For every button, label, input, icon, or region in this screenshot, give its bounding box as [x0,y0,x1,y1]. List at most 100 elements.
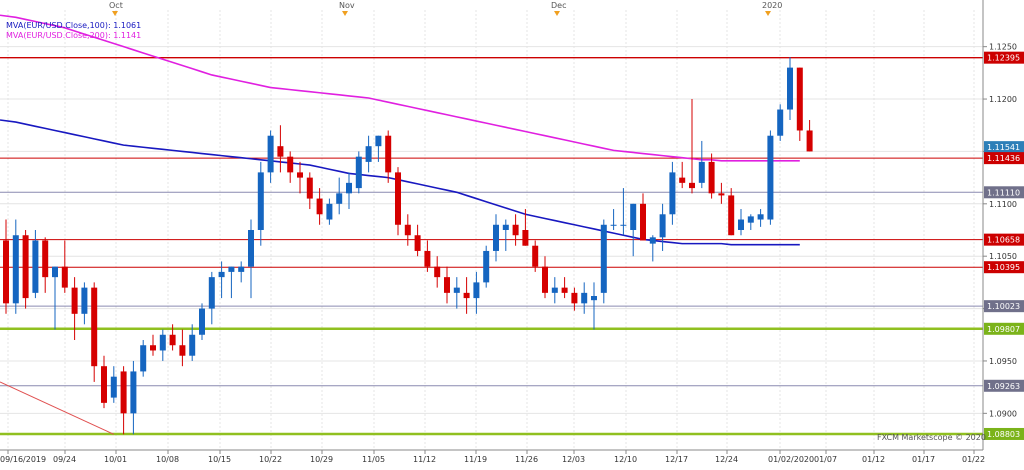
x-tick-label: 10/01 [104,455,127,464]
candle-body [297,172,303,178]
candle-body [679,177,686,183]
mva200-line [0,14,800,162]
candle-body [414,235,421,251]
level-label: 1.10023 [987,302,1020,311]
x-tick-label: 12/10 [614,455,637,464]
candle-body [600,224,607,293]
y-tick-label: 1.1050 [989,252,1017,261]
candle-body [767,135,774,220]
level-label: 1.11436 [987,154,1020,163]
x-tick-label: 11/05 [362,455,385,464]
candle-body [738,219,744,230]
candle-body [659,214,666,238]
candle-body [238,266,245,272]
candle-body [228,266,235,272]
level-label: 1.09263 [987,382,1020,391]
candle-body [346,182,352,194]
level-label: 1.11110 [987,188,1020,197]
x-tick-label: 11/26 [515,455,538,464]
candle-body [424,250,431,267]
candle-body [316,198,323,215]
candle-body [689,182,695,189]
month-marker-arrow [554,11,560,16]
candle-body [355,156,362,189]
candle-body [404,224,411,236]
candle-body [81,287,88,314]
level-label-bg [984,427,1024,440]
candle-body [502,224,509,230]
candle-body [395,172,401,225]
candle-body [257,172,264,230]
x-tick-label: 10/22 [259,455,282,464]
candle-body [591,296,597,301]
x-tick-label: 11/12 [413,455,436,464]
trend-line [0,381,115,435]
watermark: FXCM Marketscope © 2020 [877,433,986,442]
level-label: 1.09807 [987,325,1020,334]
candle-body [248,230,254,267]
candle-body [787,67,793,110]
candle-body [267,135,274,173]
candle-body [463,292,470,299]
candle-body [277,146,284,157]
level-label-bg [984,186,1024,199]
x-tick-label: 10/29 [310,455,333,464]
level-label-bg [984,51,1024,64]
month-marker-label: Nov [339,1,355,10]
candle-body [287,156,294,173]
candle-body [640,203,646,241]
candle-body [434,266,441,278]
candle-body [140,345,147,372]
candle-body [806,130,813,152]
legend-mva100: MVA(EUR/USD.Close,100): 1.1061 [6,21,141,30]
candle-body [561,287,568,293]
candle-body [757,214,764,220]
level-label-bg [984,379,1024,392]
y-tick-label: 1.0950 [989,357,1017,366]
candles [3,57,813,435]
candle-body [110,376,117,398]
x-tick-label: 01/22 [962,455,985,464]
candle-body [453,287,460,293]
candle-body [218,271,225,278]
candle-body [42,240,49,278]
month-marker-label: Dec [551,1,566,10]
candle-body [777,109,784,136]
candle-body [208,277,215,309]
y-tick-label: 1.1100 [989,200,1017,209]
level-label-bg [984,152,1024,165]
candle-body [542,266,548,293]
candle-body [179,345,186,356]
candle-body [169,334,176,346]
candle-body [747,216,754,223]
candle-body [493,224,499,251]
candle-body [473,282,480,299]
y-tick-label: 1.1200 [989,95,1017,104]
level-label-bg [984,141,1024,154]
level-label: 1.11541 [987,143,1020,152]
candle-body [306,177,313,199]
candle-body [199,308,205,335]
candle-body [150,345,156,351]
candle-body [189,334,196,356]
candle-body [375,135,382,147]
candle-body [32,240,39,293]
candle-body [3,240,9,304]
x-tick-label: 12/03 [562,455,585,464]
level-label: 1.10658 [987,236,1020,245]
candle-body [61,266,68,288]
x-tick-label: 09/16/2019 [0,455,46,464]
level-label: 1.10395 [987,263,1020,272]
x-tick-label: 01/07 [814,455,837,464]
month-marker-arrow [112,11,118,16]
mva100-line [0,119,800,246]
x-tick-label: 11/19 [464,455,487,464]
x-tick-label: 01/12 [862,455,885,464]
level-label-bg [984,322,1024,335]
y-tick-label: 1.1250 [989,43,1017,52]
candle-body [708,161,715,194]
candle-body [159,334,166,351]
candle-body [365,146,372,162]
